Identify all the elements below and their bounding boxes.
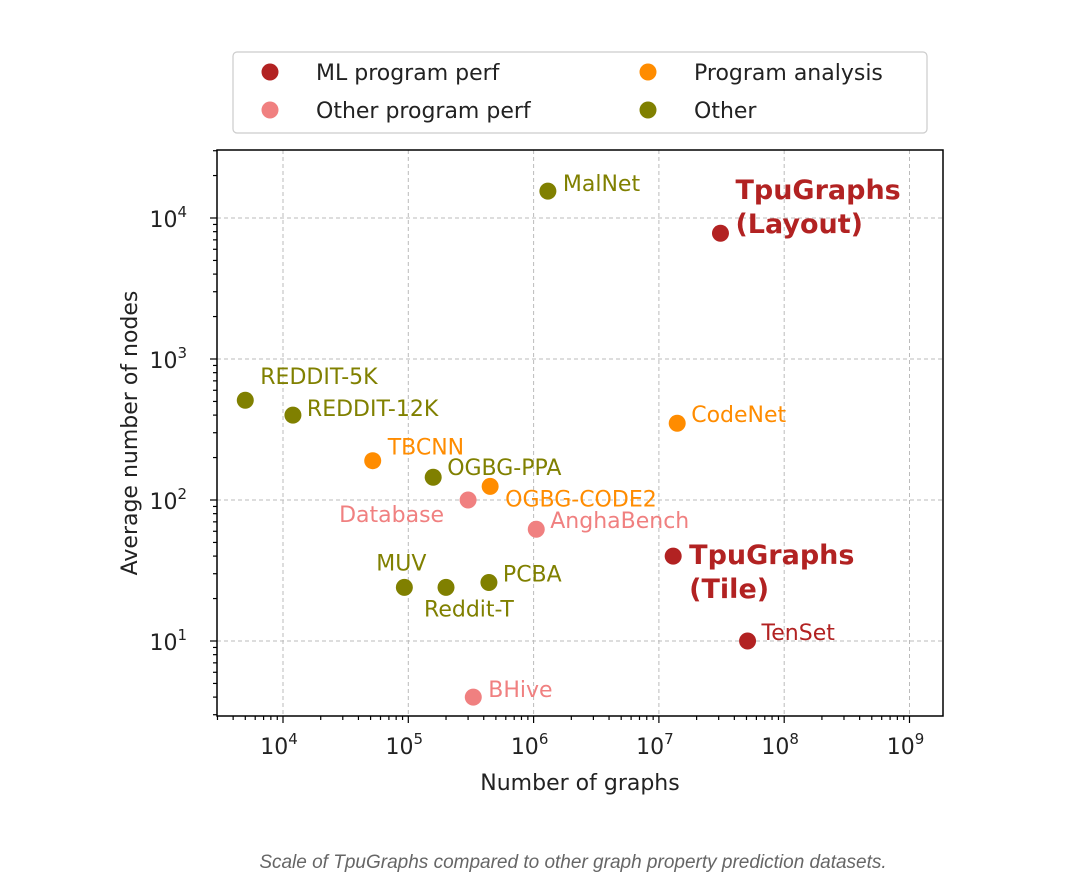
- x-tick-label: 106: [511, 730, 549, 760]
- data-label: Database: [339, 503, 444, 528]
- data-point: [459, 491, 477, 509]
- data-label: MalNet: [563, 172, 641, 197]
- data-point: [664, 547, 682, 565]
- data-label: BHive: [488, 678, 552, 703]
- data-label: OGBG-CODE2: [505, 487, 657, 512]
- data-point: [527, 520, 545, 538]
- legend-marker: [639, 101, 657, 119]
- tick-exponent: 4: [177, 203, 187, 221]
- data-label: TpuGraphs: [735, 175, 900, 206]
- tick-exponent: 4: [288, 730, 298, 748]
- data-point: [424, 468, 442, 486]
- x-tick-label: 108: [761, 730, 799, 760]
- x-tick-label: 105: [386, 730, 424, 760]
- data-point: [739, 632, 757, 650]
- data-point: [395, 578, 413, 596]
- data-label: AnghaBench: [550, 509, 689, 534]
- legend-marker: [639, 63, 657, 81]
- data-label: OGBG-PPA: [447, 456, 561, 481]
- legend-label: Other program perf: [316, 99, 532, 124]
- y-tick-label: 103: [149, 344, 187, 374]
- y-axis-label: Average number of nodes: [118, 291, 143, 576]
- tick-exponent: 1: [177, 626, 187, 644]
- legend-marker: [261, 101, 279, 119]
- data-point: [481, 477, 499, 495]
- data-label: CodeNet: [691, 403, 786, 428]
- data-point: [539, 182, 557, 200]
- data-point: [668, 414, 686, 432]
- tick-exponent: 5: [414, 730, 424, 748]
- data-label: MUV: [376, 551, 426, 576]
- tick-exponent: 6: [539, 730, 549, 748]
- figure-caption: Scale of TpuGraphs compared to other gra…: [259, 852, 887, 873]
- tick-exponent: 7: [664, 730, 674, 748]
- data-point: [711, 224, 729, 242]
- legend-box: [232, 51, 928, 134]
- data-label: PCBA: [503, 562, 562, 587]
- data-point: [480, 573, 498, 591]
- data-label: REDDIT-12K: [307, 397, 439, 422]
- data-point: [284, 406, 302, 424]
- legend-label: Program analysis: [694, 61, 883, 86]
- y-tick-label: 101: [149, 626, 187, 656]
- data-label: REDDIT-5K: [260, 365, 378, 390]
- y-tick-label: 104: [149, 203, 187, 233]
- tick-exponent: 3: [177, 344, 187, 362]
- data-point: [364, 452, 382, 470]
- data-label: (Layout): [735, 209, 863, 240]
- data-label: TpuGraphs: [689, 540, 854, 571]
- tick-exponent: 9: [915, 730, 925, 748]
- legend-label: ML program perf: [316, 61, 501, 86]
- x-tick-label: 107: [636, 730, 674, 760]
- data-point: [464, 688, 482, 706]
- data-label: TBCNN: [387, 436, 464, 461]
- legend-label: Other: [694, 99, 757, 124]
- x-tick-label: 104: [260, 730, 298, 760]
- data-label: Reddit-T: [424, 597, 514, 622]
- x-tick-label: 109: [887, 730, 925, 760]
- data-point: [437, 578, 455, 596]
- x-axis-label: Number of graphs: [480, 771, 679, 796]
- plot-frame: [216, 149, 944, 717]
- data-point: [236, 391, 254, 409]
- data-label: TenSet: [761, 621, 836, 646]
- y-tick-label: 102: [149, 485, 187, 515]
- legend-marker: [261, 63, 279, 81]
- tick-exponent: 2: [177, 485, 187, 503]
- tick-exponent: 8: [789, 730, 799, 748]
- data-label: (Tile): [689, 574, 769, 605]
